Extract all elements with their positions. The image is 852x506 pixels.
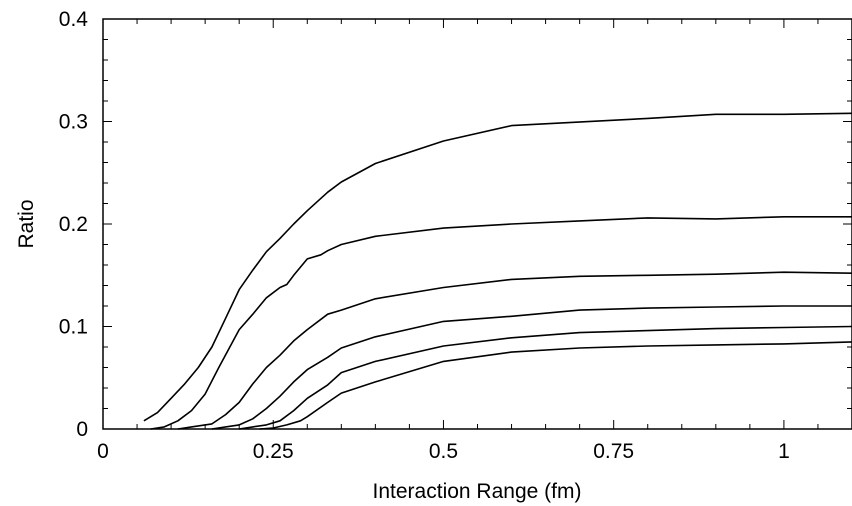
x-tick-label: 0.5 bbox=[429, 440, 458, 463]
y-tick-label: 0.1 bbox=[59, 316, 88, 339]
series-line-4 bbox=[211, 305, 852, 430]
y-tick-label: 0 bbox=[76, 418, 88, 441]
series-line-6 bbox=[259, 341, 852, 430]
x-tick-labels: 0 0.25 0.5 0.75 1 bbox=[97, 440, 790, 463]
x-tick-label: 0.75 bbox=[593, 440, 634, 463]
y-tick-label: 0.4 bbox=[59, 8, 89, 31]
y-axis-title: Ratio bbox=[15, 199, 38, 248]
axis-ticks bbox=[102, 18, 852, 430]
y-tick-label: 0.2 bbox=[59, 213, 88, 236]
series-line-2 bbox=[150, 216, 852, 430]
plot-frame bbox=[102, 18, 852, 430]
y-tick-label: 0.3 bbox=[59, 111, 88, 134]
series-lines bbox=[143, 112, 852, 430]
series-line-3 bbox=[177, 271, 852, 430]
x-axis-title: Interaction Range (fm) bbox=[373, 480, 582, 503]
x-tick-label: 0.25 bbox=[253, 440, 294, 463]
x-tick-label: 1 bbox=[778, 440, 790, 463]
series-line-5 bbox=[239, 325, 852, 430]
y-tick-labels: 0 0.1 0.2 0.3 0.4 bbox=[59, 8, 89, 441]
series-line-1 bbox=[143, 112, 852, 422]
x-tick-label: 0 bbox=[97, 440, 109, 463]
